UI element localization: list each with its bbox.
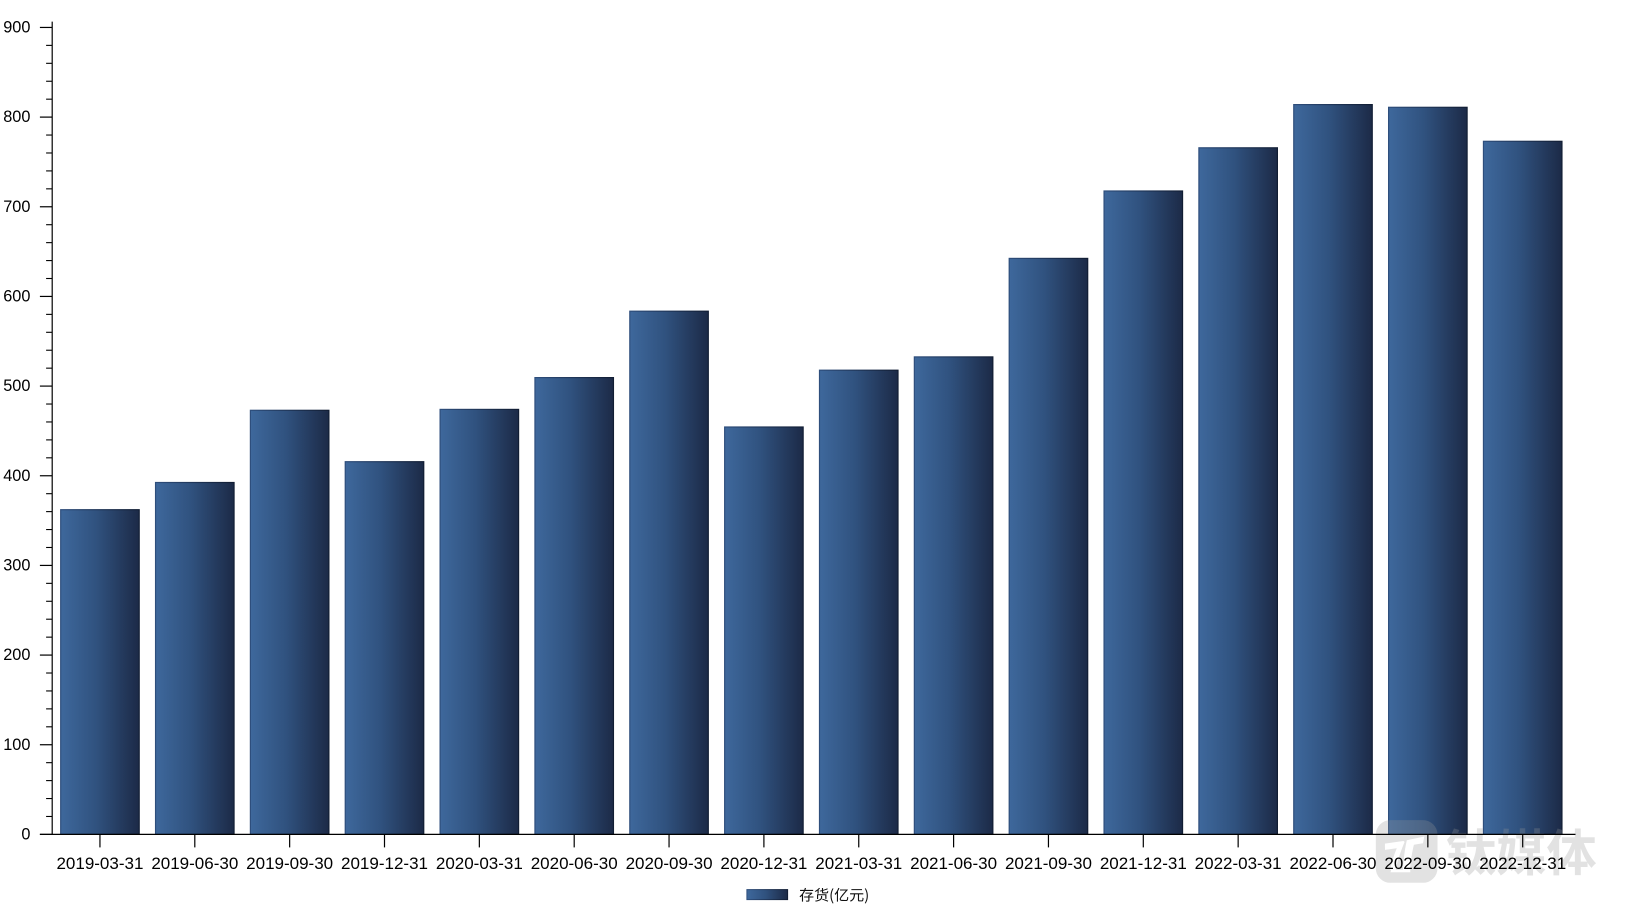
svg-text:400: 400 bbox=[3, 467, 30, 485]
svg-text:2020-03-31: 2020-03-31 bbox=[436, 854, 523, 873]
svg-text:500: 500 bbox=[3, 377, 30, 395]
svg-text:2021-12-31: 2021-12-31 bbox=[1100, 854, 1187, 873]
svg-text:2019-09-30: 2019-09-30 bbox=[246, 854, 333, 873]
svg-text:2022-09-30: 2022-09-30 bbox=[1384, 854, 1471, 873]
svg-text:600: 600 bbox=[3, 288, 30, 306]
svg-text:0: 0 bbox=[21, 826, 30, 844]
svg-text:2019-06-30: 2019-06-30 bbox=[151, 854, 238, 873]
svg-text:2021-06-30: 2021-06-30 bbox=[910, 854, 997, 873]
svg-text:2022-12-31: 2022-12-31 bbox=[1479, 854, 1566, 873]
svg-text:2019-12-31: 2019-12-31 bbox=[341, 854, 428, 873]
svg-text:800: 800 bbox=[3, 108, 30, 126]
svg-text:700: 700 bbox=[3, 198, 30, 216]
svg-text:2021-09-30: 2021-09-30 bbox=[1005, 854, 1092, 873]
svg-text:2019-03-31: 2019-03-31 bbox=[56, 854, 143, 873]
svg-text:2021-03-31: 2021-03-31 bbox=[815, 854, 902, 873]
svg-text:2020-09-30: 2020-09-30 bbox=[626, 854, 713, 873]
svg-text:2020-06-30: 2020-06-30 bbox=[531, 854, 618, 873]
svg-text:900: 900 bbox=[3, 19, 30, 37]
svg-text:2022-06-30: 2022-06-30 bbox=[1290, 854, 1377, 873]
svg-text:300: 300 bbox=[3, 557, 30, 575]
svg-text:200: 200 bbox=[3, 646, 30, 664]
svg-text:100: 100 bbox=[3, 736, 30, 754]
svg-text:2020-12-31: 2020-12-31 bbox=[720, 854, 807, 873]
svg-text:2022-03-31: 2022-03-31 bbox=[1195, 854, 1282, 873]
